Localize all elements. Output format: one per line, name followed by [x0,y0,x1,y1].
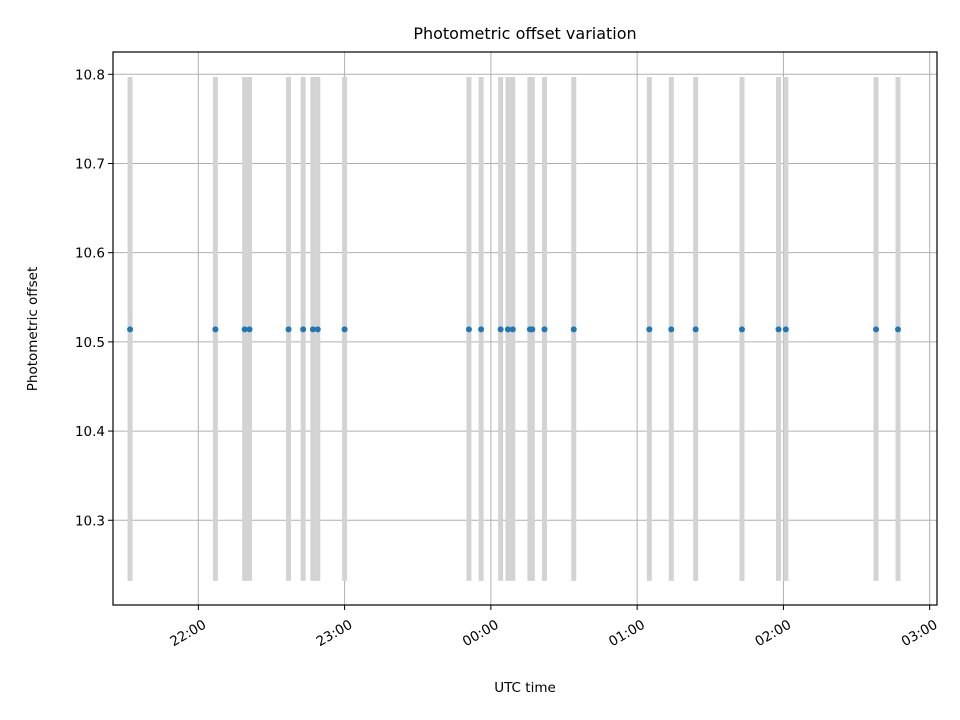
y-tick-label: 10.5 [75,335,105,351]
y-tick-label: 10.7 [75,156,105,172]
data-point [509,326,516,333]
data-point [504,326,511,333]
data-point [300,326,307,333]
data-point [738,326,745,333]
x-axis-ticks: 22:00 23:00 00:00 01:00 02:00 03:00 [167,605,940,650]
x-tick-label: 23:00 [314,617,356,650]
y-axis-label: Photometric offset [25,267,41,391]
x-tick-label: 02:00 [752,617,794,650]
data-point [285,326,292,333]
data-point [894,326,901,333]
x-axis-label: UTC time [494,680,556,696]
chart-title: Photometric offset variation [413,24,636,43]
data-point [541,326,548,333]
plot-frame [112,51,938,606]
x-tick-label: 01:00 [606,617,648,650]
data-point [309,326,316,333]
data-point [782,326,789,333]
data-point [692,326,699,333]
y-tick-label: 10.3 [75,513,105,529]
data-point [873,326,880,333]
data-point [241,326,248,333]
data-point [668,326,675,333]
data-point [127,326,134,333]
data-point [570,326,577,333]
y-tick-label: 10.8 [75,67,105,83]
y-tick-label: 10.6 [75,246,105,262]
grid [113,52,937,605]
x-tick-label: 22:00 [167,617,209,650]
x-tick-label: 03:00 [899,617,941,650]
data-point [314,326,321,333]
data-point [465,326,472,333]
data-point [775,326,782,333]
y-axis-ticks: 10.3 10.4 10.5 10.6 10.7 10.8 [75,67,113,529]
data-point [497,326,504,333]
data-point [478,326,485,333]
y-tick-label: 10.4 [75,424,105,440]
data-point [212,326,219,333]
data-points [127,326,901,333]
data-point [529,326,536,333]
data-point [246,326,253,333]
data-point [646,326,653,333]
x-tick-label: 00:00 [460,617,502,650]
data-point [341,326,348,333]
